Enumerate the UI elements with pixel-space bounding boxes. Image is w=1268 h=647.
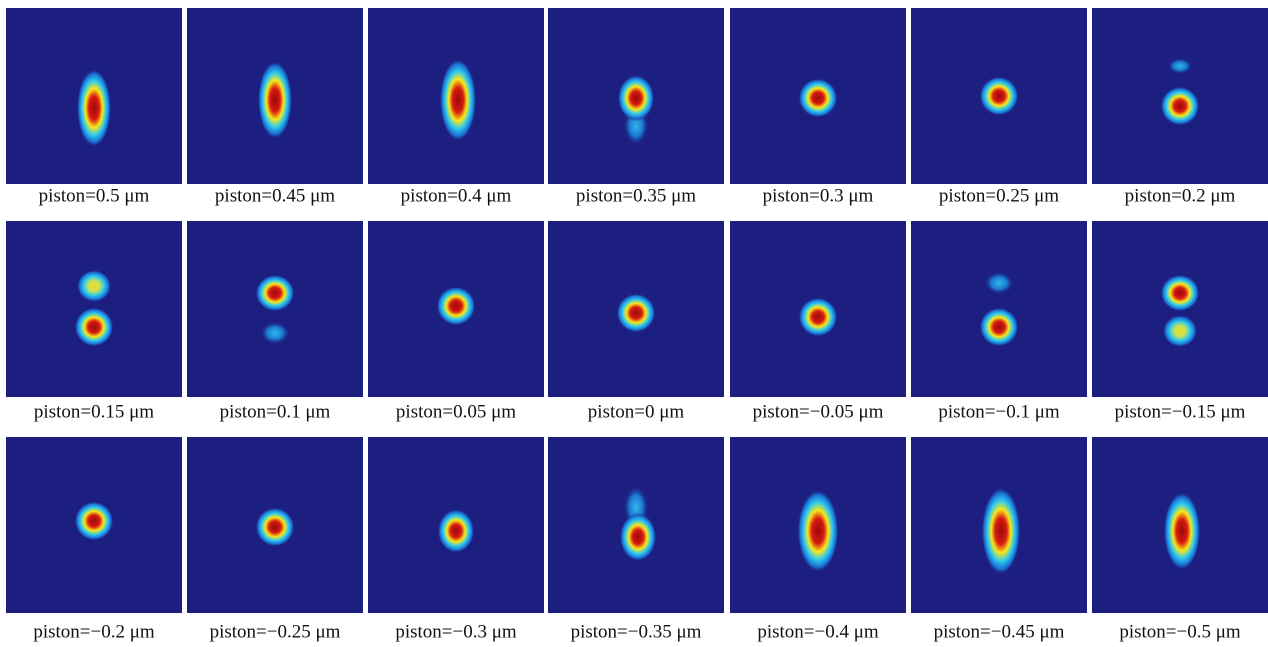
psf-panel: piston=−0.4 μm: [730, 437, 906, 642]
psf-spot: [981, 487, 1021, 575]
psf-panel: piston=−0.25 μm: [187, 437, 363, 642]
psf-spot: [255, 274, 295, 312]
caption: piston=−0.5 μm: [1119, 621, 1241, 642]
psf-panel: piston=0.3 μm: [730, 8, 906, 206]
caption: piston=−0.05 μm: [753, 401, 884, 422]
psf-panel: piston=−0.5 μm: [1092, 437, 1268, 642]
psf-spot: [76, 68, 112, 148]
psf-spot: [255, 507, 295, 547]
psf-spot: [984, 271, 1014, 295]
caption: piston=0.2 μm: [1125, 185, 1236, 206]
caption: piston=−0.1 μm: [938, 401, 1060, 422]
caption: piston=0.15 μm: [34, 401, 154, 422]
psf-spot: [74, 307, 114, 347]
psf-spot: [619, 512, 657, 562]
caption: piston=0.05 μm: [396, 401, 516, 422]
psf-panel: piston=0.05 μm: [368, 221, 544, 422]
psf-spot: [439, 58, 477, 142]
caption: piston=0.45 μm: [215, 185, 335, 206]
psf-spot: [979, 307, 1019, 347]
caption: piston=0.1 μm: [220, 401, 331, 422]
psf-panel: piston=0.45 μm: [187, 8, 363, 206]
psf-spot: [1163, 491, 1201, 571]
psf-panel: piston=0.1 μm: [187, 221, 363, 422]
psf-spot: [1160, 86, 1200, 126]
psf-panel: piston=0 μm: [548, 221, 724, 422]
psf-panel: piston=−0.2 μm: [6, 437, 182, 642]
caption: piston=−0.3 μm: [395, 621, 517, 642]
psf-panel: piston=0.4 μm: [368, 8, 544, 206]
psf-spot: [257, 60, 293, 140]
psf-panel: piston=−0.1 μm: [911, 221, 1087, 422]
caption: piston=−0.35 μm: [571, 621, 702, 642]
psf-spot: [1162, 314, 1198, 348]
psf-panel: piston=0.35 μm: [548, 8, 724, 206]
caption: piston=0.25 μm: [939, 185, 1059, 206]
psf-spot: [798, 297, 838, 337]
psf-spot: [797, 489, 839, 573]
caption: piston=0 μm: [588, 401, 685, 422]
psf-panel: piston=0.2 μm: [1092, 8, 1268, 206]
psf-spot: [616, 293, 656, 333]
psf-panel: piston=0.5 μm: [6, 8, 182, 206]
caption: piston=−0.4 μm: [757, 621, 879, 642]
psf-spot: [798, 78, 838, 118]
psf-panel: piston=−0.35 μm: [548, 437, 724, 642]
caption: piston=−0.45 μm: [934, 621, 1065, 642]
psf-spot: [437, 509, 475, 553]
psf-panel: piston=−0.45 μm: [911, 437, 1087, 642]
psf-spot: [74, 501, 114, 541]
psf-panel: piston=−0.15 μm: [1092, 221, 1268, 422]
psf-spot: [76, 269, 112, 303]
psf-panel: piston=−0.05 μm: [730, 221, 906, 422]
caption: piston=−0.15 μm: [1115, 401, 1246, 422]
psf-panel: piston=0.25 μm: [911, 8, 1087, 206]
caption: piston=0.3 μm: [763, 185, 874, 206]
caption: piston=−0.2 μm: [33, 621, 155, 642]
psf-spot: [436, 286, 476, 326]
psf-spot: [617, 75, 655, 121]
caption: piston=−0.25 μm: [210, 621, 341, 642]
caption: piston=0.5 μm: [39, 185, 150, 206]
psf-spot: [979, 76, 1019, 116]
psf-panel: piston=0.15 μm: [6, 221, 182, 422]
caption: piston=0.4 μm: [401, 185, 512, 206]
psf-spot: [260, 321, 290, 345]
psf-spot: [1160, 274, 1200, 312]
psf-spot: [1167, 57, 1193, 75]
psf-panel: piston=−0.3 μm: [368, 437, 544, 642]
caption: piston=0.35 μm: [576, 185, 696, 206]
